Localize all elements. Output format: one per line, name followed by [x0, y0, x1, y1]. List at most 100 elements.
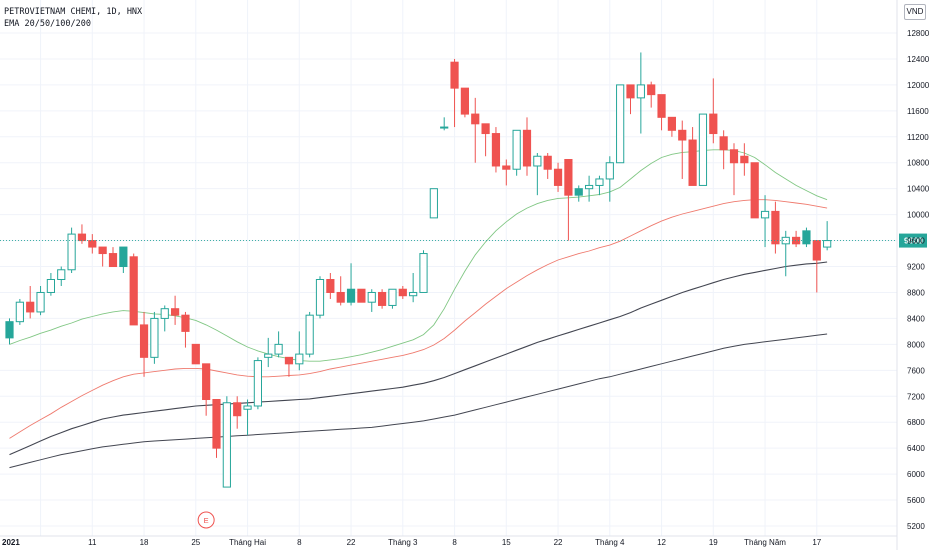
candle — [274, 331, 283, 358]
price-tick-label: 6400 — [907, 444, 925, 453]
candle-body — [460, 87, 469, 115]
candle-body — [667, 116, 676, 131]
candle — [398, 285, 407, 299]
candle-body — [305, 314, 314, 355]
candle-body — [657, 94, 666, 118]
candle — [181, 311, 190, 348]
time-axis[interactable]: 2021 11 18 25 Tháng Hai 8 22 Tháng 3 8 15 22 Tháng … — [0, 535, 897, 547]
candle-body — [119, 246, 128, 268]
candle — [460, 87, 469, 118]
candle-body — [585, 184, 594, 190]
symbol-title[interactable]: PETROVIETNAM CHEMI, 1D, HNX — [4, 7, 143, 17]
price-axis[interactable]: 5200 5600 6000 6400 6800 7200 7600 8000 8400 8800… — [896, 0, 930, 550]
candle — [150, 311, 159, 364]
candle-body — [491, 133, 501, 167]
candle — [792, 230, 801, 248]
candle-body — [150, 317, 159, 358]
candle-body — [367, 291, 376, 303]
price-tick-label: 7600 — [907, 366, 925, 375]
candle — [802, 227, 811, 248]
candle — [346, 263, 356, 306]
candle-body — [388, 288, 397, 306]
candle — [264, 337, 273, 368]
candle-body — [802, 230, 811, 245]
candle — [823, 221, 832, 251]
time-tick-label: 8 — [297, 538, 302, 547]
candle — [522, 117, 532, 176]
indicator-title[interactable]: EMA 20/50/100/200 — [4, 19, 91, 29]
price-tick-label: 10800 — [907, 159, 930, 168]
candle-body — [616, 84, 625, 164]
candle — [719, 130, 728, 170]
price-tick-label: 9200 — [907, 263, 925, 272]
time-tick-label: Tháng Năm — [744, 538, 786, 547]
candle — [388, 288, 397, 309]
earnings-event-marker[interactable]: E — [197, 511, 215, 529]
candle — [698, 113, 708, 186]
candle-body — [5, 321, 14, 339]
candle-body — [15, 301, 24, 323]
candle-body — [750, 162, 759, 219]
currency-label[interactable]: VND — [904, 4, 926, 20]
candle-body — [26, 301, 35, 313]
candle — [253, 357, 263, 410]
candle — [595, 175, 604, 196]
candle-body — [553, 168, 563, 186]
last-price-line: 9600 — [0, 233, 927, 248]
candle-body — [543, 155, 552, 170]
candle — [357, 288, 366, 303]
candle — [657, 94, 666, 131]
ema100-line — [9, 261, 828, 456]
candle-body — [98, 246, 107, 255]
price-tick-label: 8000 — [907, 340, 925, 349]
candle-body — [253, 360, 263, 407]
price-tick-label: 7200 — [907, 392, 925, 401]
candle — [98, 246, 107, 267]
candle — [740, 143, 749, 176]
price-tick-label: 11600 — [907, 107, 929, 116]
candle-body — [636, 84, 645, 99]
price-tick-label: 8800 — [907, 288, 925, 297]
candle-body — [533, 155, 542, 167]
candle-body — [740, 155, 749, 164]
candle — [450, 58, 459, 128]
candle-body — [688, 139, 697, 186]
candle — [129, 253, 138, 326]
candle — [678, 120, 687, 179]
candle — [553, 162, 563, 192]
candle — [222, 396, 231, 488]
candle-body — [502, 165, 511, 170]
candle — [616, 84, 625, 164]
candle-body — [471, 113, 480, 125]
candle-body — [191, 343, 200, 365]
candle — [502, 159, 511, 186]
price-tick-label: 12400 — [907, 55, 930, 64]
candle-body — [419, 253, 428, 293]
candle — [750, 162, 759, 219]
candle — [15, 298, 24, 325]
candle — [336, 276, 345, 306]
price-tick-label: 6800 — [907, 418, 925, 427]
candle-body — [512, 129, 521, 170]
candle-body — [129, 256, 138, 326]
candle — [305, 311, 314, 358]
candle — [636, 52, 645, 134]
candle-body — [243, 405, 252, 410]
time-tick-label: 18 — [140, 538, 149, 547]
event-marker-circle — [197, 511, 215, 529]
candle-body — [202, 363, 211, 401]
candle — [233, 396, 242, 429]
candle — [378, 289, 387, 309]
candle — [729, 143, 739, 196]
candle-body — [284, 356, 294, 365]
candle — [491, 127, 501, 173]
price-tick-label: 5200 — [907, 522, 925, 531]
candle — [647, 81, 656, 108]
candle-body — [357, 288, 366, 303]
candle-body — [760, 210, 770, 219]
candle — [626, 84, 635, 115]
event-marker-label: E — [204, 516, 209, 525]
candle — [26, 285, 35, 319]
